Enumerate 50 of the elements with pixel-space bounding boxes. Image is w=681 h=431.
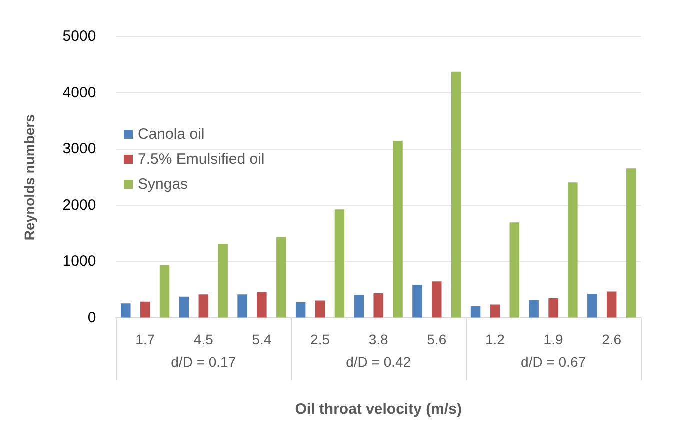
bar [510,222,520,318]
y-axis-title: Reynolds numbers [21,114,38,241]
x-tick-label: 2.6 [602,331,622,348]
bar [412,285,422,318]
bar [588,294,598,318]
bar [140,302,150,318]
y-tick-label: 0 [88,309,96,326]
bar [334,210,345,318]
text: d/D = 0.67 [521,354,586,370]
text: d/D = 0.42 [346,354,412,370]
bar [432,282,442,318]
bar [470,306,481,318]
bar [179,296,190,318]
bar [374,293,384,318]
bar [238,294,248,318]
x-tick-label: 1.2 [485,331,506,348]
y-tick-label: 4000 [62,84,96,102]
x-tick-label: 2.5 [310,331,330,348]
legend-label: Canola oil [138,126,205,143]
x-tick-label: 1.9 [544,331,564,348]
y-tick-label: 3000 [62,140,96,158]
bar [393,141,403,318]
y-tick-label: 1000 [62,253,96,270]
bar [626,168,636,318]
legend-label: 7.5% Emulsified oil [138,151,265,168]
x-tick-label: 5.6 [427,331,447,348]
bar [276,237,286,318]
bar [257,292,267,318]
bar [315,300,326,318]
bar [160,265,170,318]
bar [529,300,539,318]
bar [568,182,578,318]
x-tick-label: 1.7 [136,331,156,348]
bar [490,304,500,318]
x-tick-label: 3.8 [368,331,389,348]
y-tick-label: 2000 [62,196,96,214]
text: d/D = 0.17 [171,354,236,370]
bar [451,72,462,318]
bar [121,304,131,318]
bar [198,294,208,318]
bar [296,302,306,318]
x-axis-title: Oil throat velocity (m/s) [295,401,462,418]
legend-label: Syngas [138,176,188,193]
bar [548,298,558,318]
bar [606,292,617,318]
bar [354,295,364,318]
y-tick-label: 5000 [62,28,96,46]
x-tick-label: 4.5 [194,331,214,348]
bar [218,244,228,318]
x-tick-label: 5.4 [252,331,272,348]
